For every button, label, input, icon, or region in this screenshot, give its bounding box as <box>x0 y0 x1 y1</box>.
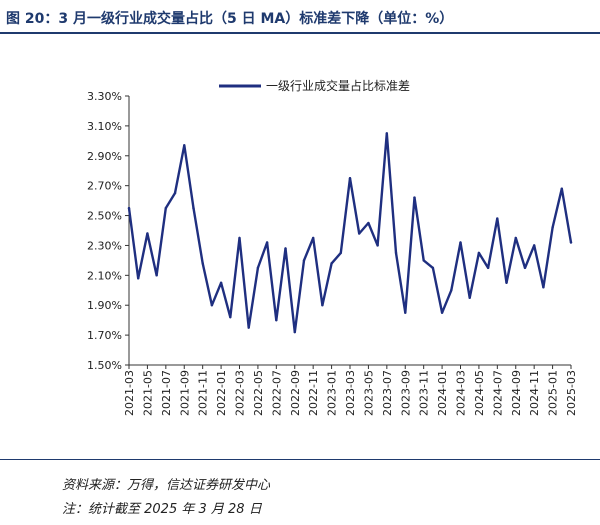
y-tick-label: 3.10% <box>87 120 122 133</box>
line-chart: 一级行业成交量占比标准差 1.50% 1.70% 1.90% 2.10% 2.30% 2.… <box>87 78 578 416</box>
data-point <box>155 274 158 277</box>
x-axis: 2021-03 2021-05 2021-07 2021-09 2021-11 2022-… <box>123 364 578 416</box>
series-group <box>127 132 573 334</box>
data-point <box>358 232 361 235</box>
data-point <box>284 247 287 250</box>
x-tick-label: 2022-05 <box>252 370 265 416</box>
x-tick-label: 2022-11 <box>307 370 320 416</box>
x-tick-label: 2024-01 <box>436 370 449 416</box>
x-tick-label: 2023-07 <box>381 370 394 416</box>
data-point <box>385 132 389 135</box>
data-point <box>293 330 296 334</box>
data-point <box>459 241 462 244</box>
x-tick-label: 2025-03 <box>565 370 578 416</box>
x-tick-label: 2021-03 <box>123 370 136 416</box>
data-point <box>256 266 260 270</box>
data-point <box>376 244 379 247</box>
data-point <box>496 217 499 220</box>
data-point <box>275 318 278 322</box>
data-point <box>192 206 195 210</box>
x-tick-label: 2024-03 <box>455 370 468 416</box>
data-point <box>477 251 481 255</box>
source-note: 资料来源：万得，信达证券研发中心 <box>62 478 271 493</box>
data-point <box>164 206 168 210</box>
data-point <box>173 191 177 195</box>
date-note: 注：统计截至 2025 年 3 月 28 日 <box>62 502 262 517</box>
y-tick-label: 2.50% <box>87 210 122 223</box>
data-point <box>311 236 315 240</box>
x-tick-label: 2024-11 <box>528 370 541 416</box>
y-tick-label: 1.90% <box>87 299 122 312</box>
data-point <box>505 281 508 285</box>
footer-divider <box>0 459 600 460</box>
title-divider <box>0 32 600 34</box>
data-point <box>440 311 444 314</box>
data-point <box>431 266 435 270</box>
data-point <box>247 326 250 329</box>
x-tick-label: 2022-01 <box>215 370 228 416</box>
y-tick-label: 2.70% <box>87 180 122 193</box>
data-point <box>486 266 490 270</box>
data-point <box>394 251 398 255</box>
data-point <box>551 226 554 229</box>
data-point <box>422 259 425 262</box>
data-point <box>219 281 223 285</box>
x-tick-label: 2022-07 <box>270 370 283 416</box>
legend: 一级行业成交量占比标准差 <box>219 78 410 93</box>
x-tick-label: 2023-05 <box>362 370 375 416</box>
data-point <box>523 266 527 270</box>
x-tick-label: 2023-03 <box>344 370 357 416</box>
x-tick-label: 2024-09 <box>510 370 523 416</box>
x-tick-label: 2022-03 <box>234 370 247 416</box>
data-point <box>146 232 149 235</box>
data-point <box>238 236 241 240</box>
data-point <box>339 251 342 255</box>
y-tick-label: 2.10% <box>87 269 122 282</box>
x-tick-label: 2021-09 <box>178 370 191 416</box>
x-tick-label: 2022-09 <box>289 370 302 416</box>
y-tick-label: 1.70% <box>87 329 122 342</box>
y-axis: 1.50% 1.70% 1.90% 2.10% 2.30% 2.50% 2.70% 2.90%… <box>87 90 130 372</box>
y-tick-label: 3.30% <box>87 90 122 103</box>
data-point <box>450 289 453 292</box>
figure-title: 图 20：3 月一级行业成交量占比（5 日 MA）标准差下降（单位：%） <box>6 11 454 27</box>
data-point <box>560 187 563 190</box>
x-tick-label: 2021-05 <box>141 370 154 416</box>
data-point <box>265 241 269 244</box>
x-tick-label: 2021-11 <box>197 370 210 416</box>
x-tick-label: 2023-09 <box>399 370 412 416</box>
y-tick-label: 2.30% <box>87 239 122 252</box>
data-point <box>321 304 324 307</box>
series-line <box>127 132 573 334</box>
x-tick-label: 2025-01 <box>547 370 560 416</box>
data-point <box>302 259 306 262</box>
y-tick-label: 1.50% <box>87 359 122 372</box>
x-tick-label: 2024-05 <box>473 370 486 416</box>
x-tick-label: 2023-11 <box>418 370 431 416</box>
data-point <box>210 304 214 307</box>
data-point <box>183 144 186 147</box>
data-point <box>569 241 573 244</box>
data-point <box>532 244 536 247</box>
data-point <box>201 262 204 265</box>
x-tick-label: 2023-01 <box>326 370 339 416</box>
data-point <box>514 236 517 240</box>
data-point <box>229 315 232 319</box>
data-point <box>468 296 471 299</box>
legend-label: 一级行业成交量占比标准差 <box>266 78 410 93</box>
data-point <box>127 206 131 210</box>
x-tick-label: 2024-07 <box>491 370 504 416</box>
data-point <box>542 286 545 289</box>
data-point <box>348 176 352 180</box>
data-point <box>137 277 140 280</box>
data-point <box>413 196 416 199</box>
y-tick-label: 2.90% <box>87 150 122 163</box>
data-point <box>367 221 370 225</box>
data-point <box>330 262 333 265</box>
data-point <box>404 311 407 314</box>
x-tick-label: 2021-07 <box>160 370 173 416</box>
